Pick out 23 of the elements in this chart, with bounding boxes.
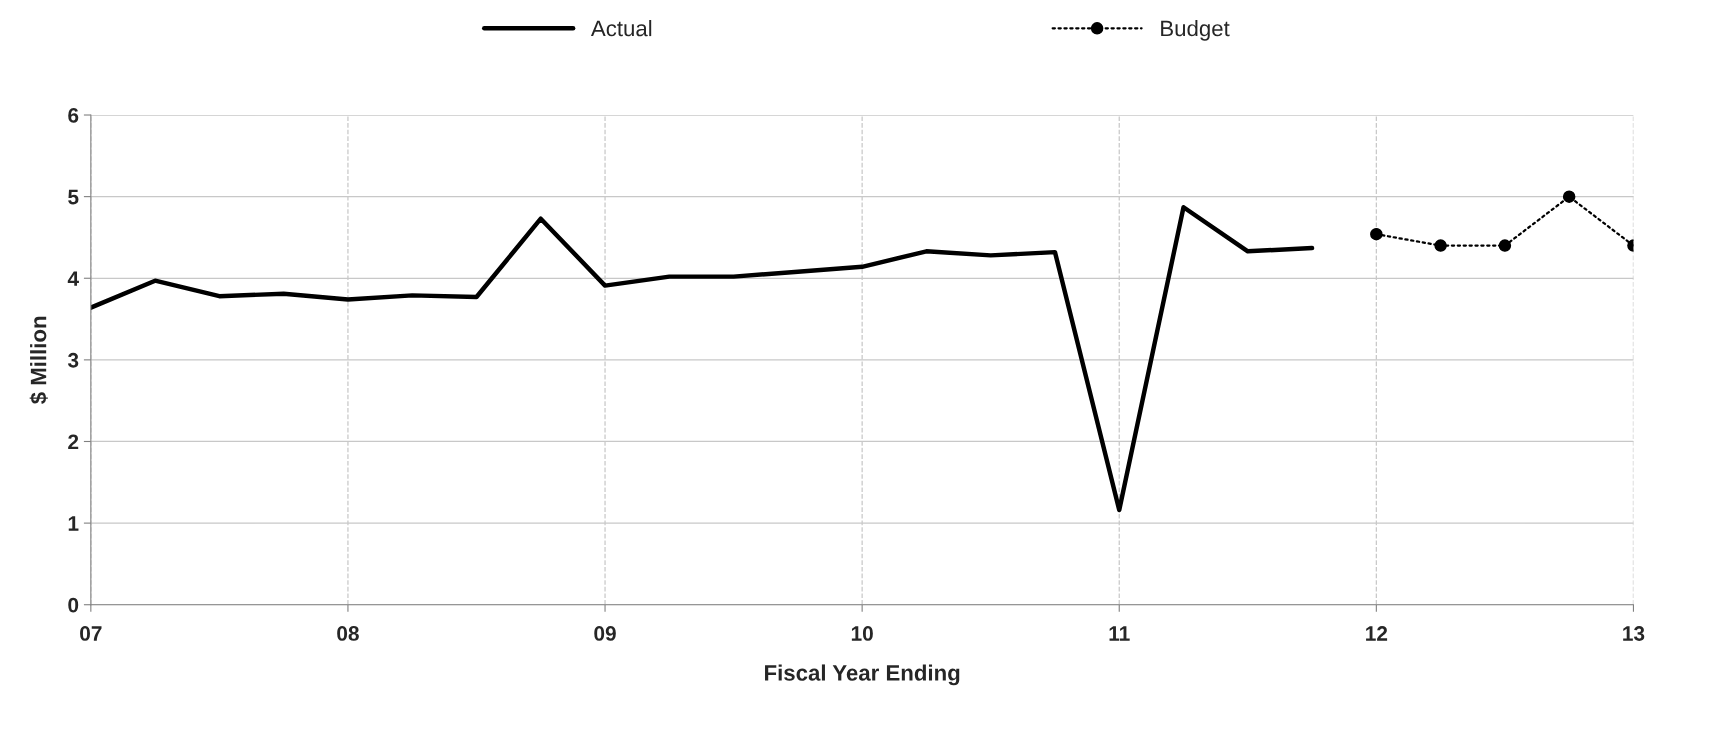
point (1434, 239, 1447, 252)
x-tick-label: 07 (80, 626, 102, 641)
y-tick-label: 3 (67, 352, 79, 368)
x-tick-label: 09 (594, 626, 616, 641)
point (1498, 239, 1512, 252)
x-tick-label: 11 (1109, 626, 1130, 641)
point (1370, 227, 1383, 241)
y-tick-label: 0 (68, 597, 79, 613)
y-tick-label: 1 (68, 516, 79, 531)
point (1562, 190, 1576, 203)
y-tick-label: 5 (68, 189, 79, 205)
x-tick-label: 13 (1623, 626, 1645, 641)
line-series (90, 205, 1315, 513)
y-tick-label: 2 (68, 434, 79, 450)
x-tick-label: 12 (1366, 626, 1388, 641)
x-tick-label: 10 (851, 626, 873, 641)
y-tick-label: 4 (67, 271, 79, 286)
y-axis-title: $ Million (29, 316, 48, 405)
legend-label: Actual (590, 20, 652, 37)
legend-label: Budget (1161, 20, 1230, 41)
x-axis-title: Fiscal Year Ending (765, 664, 960, 686)
x-tick-label: 08 (337, 626, 359, 641)
y-tick-label: 6 (68, 108, 79, 123)
